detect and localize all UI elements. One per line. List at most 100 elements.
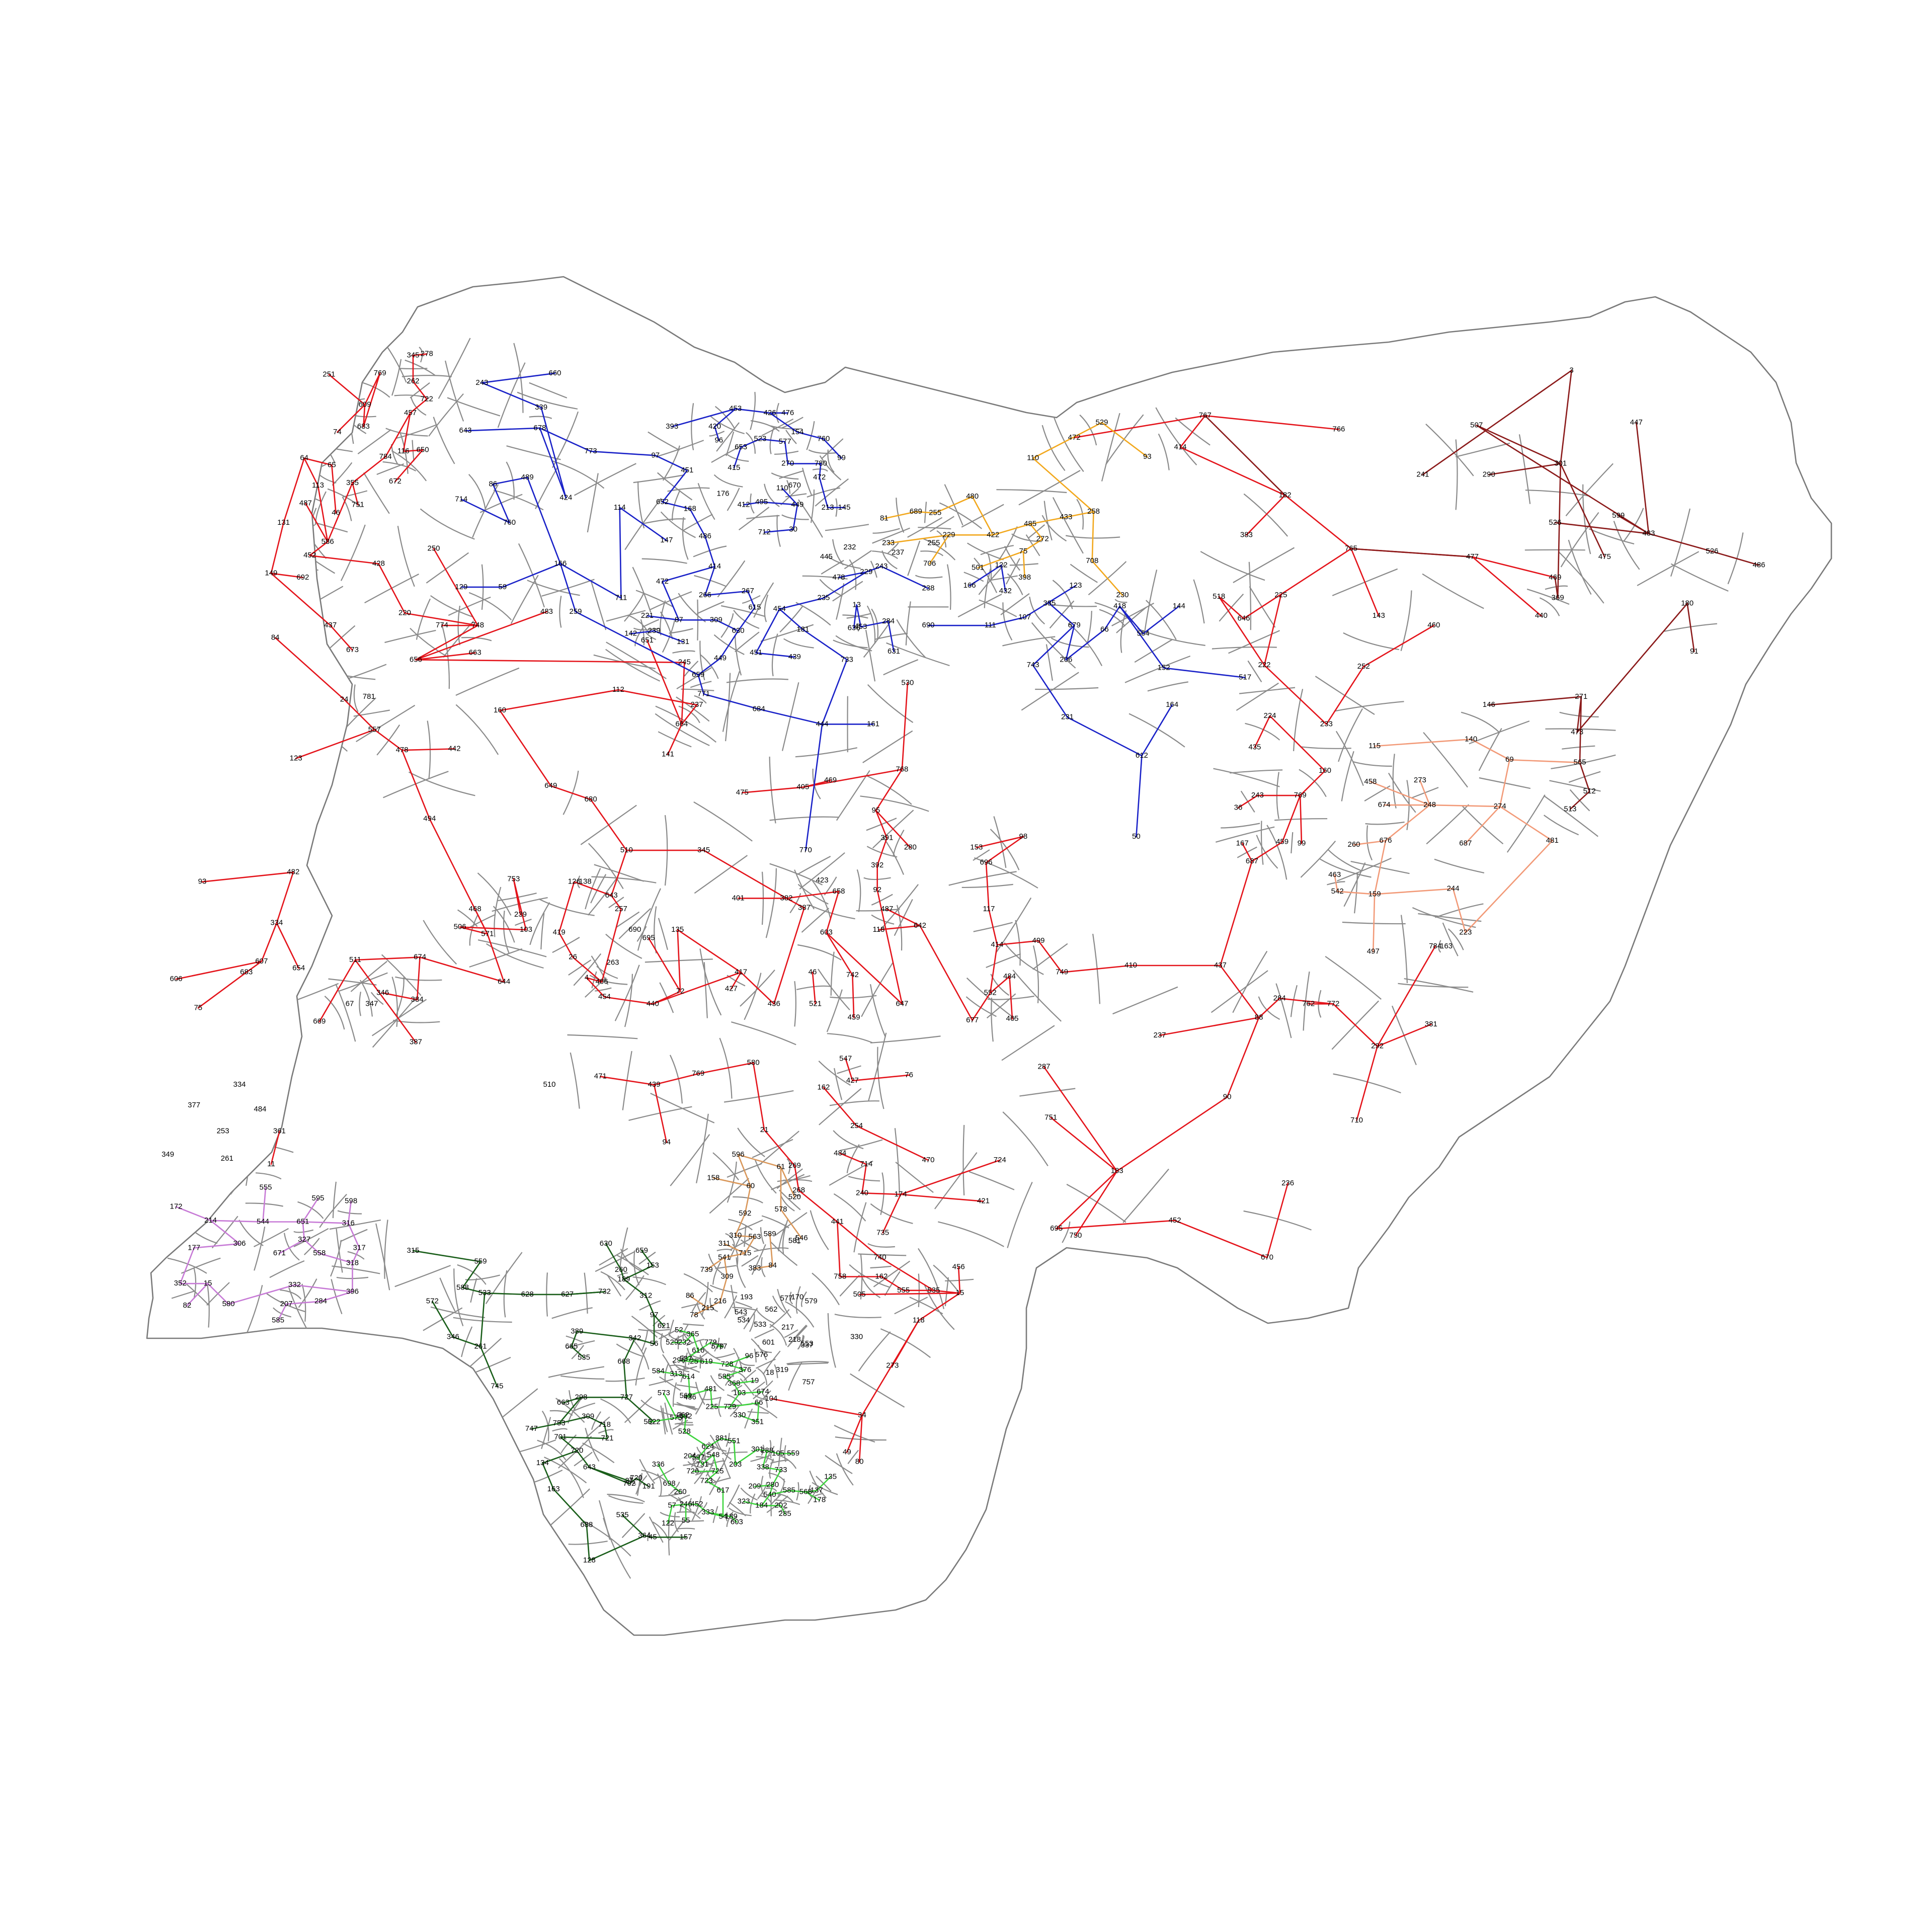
- edge-red: [246, 960, 263, 973]
- district-boundary: [807, 487, 841, 498]
- district-boundary: [757, 1482, 768, 1499]
- district-boundary: [794, 981, 796, 1027]
- edge-red: [373, 729, 403, 751]
- district-boundary: [605, 649, 661, 682]
- district-boundary: [825, 1455, 853, 1474]
- node-label: 651: [641, 636, 654, 645]
- edge-blue: [1049, 603, 1075, 626]
- edge-red: [1326, 666, 1364, 725]
- district-boundary: [1337, 857, 1392, 881]
- district-boundary: [550, 1488, 590, 1526]
- edge-darkgreen: [552, 1488, 588, 1526]
- node-label: 562: [643, 1417, 656, 1426]
- node-label: 166: [963, 581, 976, 590]
- district-boundary: [1114, 599, 1128, 603]
- district-boundary: [685, 1352, 688, 1370]
- node-label: 687: [1246, 857, 1258, 865]
- node-label: 243: [475, 378, 488, 387]
- district-boundary: [635, 1473, 643, 1495]
- node-label: 535: [578, 1353, 590, 1361]
- edge-orange: [1022, 538, 1043, 552]
- node-label: 338: [757, 1463, 769, 1471]
- district-boundary: [640, 1330, 648, 1352]
- district-boundary: [342, 496, 352, 521]
- district-boundary: [725, 673, 731, 742]
- node-label: 381: [715, 1434, 728, 1442]
- district-boundary: [818, 1061, 851, 1086]
- edge-red: [574, 881, 612, 897]
- edge-blue: [539, 427, 567, 499]
- edge-red: [378, 563, 406, 614]
- district-boundary: [694, 1468, 706, 1484]
- edge-red: [763, 1129, 795, 1167]
- edge-red: [839, 1153, 867, 1165]
- edge-darkgreen: [628, 1477, 637, 1485]
- district-boundary: [759, 1131, 799, 1165]
- district-boundary: [872, 527, 910, 544]
- node-label: 217: [781, 1323, 794, 1331]
- district-boundary: [1230, 769, 1283, 774]
- district-boundary: [376, 725, 400, 756]
- district-boundary: [573, 953, 602, 986]
- district-boundary: [658, 1492, 683, 1497]
- district-boundary: [681, 1355, 686, 1364]
- district-boundary: [832, 581, 863, 602]
- district-boundary: [743, 1370, 757, 1382]
- district-boundary: [894, 1128, 900, 1196]
- node-label: 674: [1378, 800, 1391, 809]
- node-label: 436: [768, 999, 780, 1008]
- edge-blue: [779, 597, 825, 610]
- edge-darkgreen: [626, 1397, 655, 1423]
- node-label: 723: [700, 1477, 713, 1485]
- node-label: 617: [716, 1486, 729, 1495]
- district-boundary: [760, 1227, 765, 1244]
- district-boundary: [957, 594, 1002, 618]
- node-label: 46: [332, 509, 340, 517]
- edge-blue: [464, 427, 541, 432]
- district-boundary: [1392, 754, 1397, 809]
- node-label: 280: [766, 1481, 779, 1489]
- edge-red: [403, 412, 411, 452]
- edge-green: [671, 1503, 687, 1506]
- district-boundary: [750, 1493, 756, 1514]
- edge-darkred: [1476, 424, 1650, 534]
- node-label: 142: [624, 629, 637, 637]
- edge-darkgreen: [653, 1314, 665, 1327]
- node-label: 239: [648, 626, 661, 635]
- district-boundary: [963, 572, 984, 582]
- node-label: 780: [815, 459, 827, 468]
- edge-red: [415, 652, 476, 661]
- edge-orange: [934, 496, 973, 514]
- node-label: 677: [966, 1016, 979, 1024]
- district-boundary: [766, 1495, 788, 1513]
- node-label: 757: [802, 1378, 815, 1386]
- edge-red: [499, 709, 552, 787]
- district-boundary: [371, 999, 427, 1036]
- district-boundary: [568, 959, 592, 976]
- edge-red: [415, 659, 685, 663]
- district-boundary: [529, 382, 568, 398]
- node-label: 15: [204, 1279, 212, 1287]
- node-label: 254: [850, 1121, 863, 1130]
- district-boundary: [764, 594, 769, 622]
- district-boundary: [846, 1144, 860, 1173]
- district-boundary: [1447, 928, 1464, 950]
- district-boundary: [735, 1301, 753, 1309]
- district-boundary: [825, 524, 869, 531]
- node-label: 414: [708, 562, 721, 571]
- edge-green: [697, 1342, 711, 1351]
- district-boundary: [765, 868, 777, 938]
- edge-tan: [780, 1166, 795, 1198]
- node-label: 105: [772, 1449, 784, 1458]
- node-label: 475: [736, 788, 749, 797]
- node-label: 230: [1116, 591, 1129, 599]
- district-boundary: [461, 1326, 473, 1357]
- node-label: 21: [760, 1125, 769, 1134]
- node-label: 511: [349, 955, 361, 964]
- district-boundary: [712, 1152, 739, 1180]
- district-boundary: [617, 1272, 628, 1277]
- district-boundary: [787, 1362, 828, 1365]
- district-boundary: [405, 359, 436, 376]
- district-boundary: [639, 1300, 661, 1311]
- district-boundary: [448, 596, 491, 616]
